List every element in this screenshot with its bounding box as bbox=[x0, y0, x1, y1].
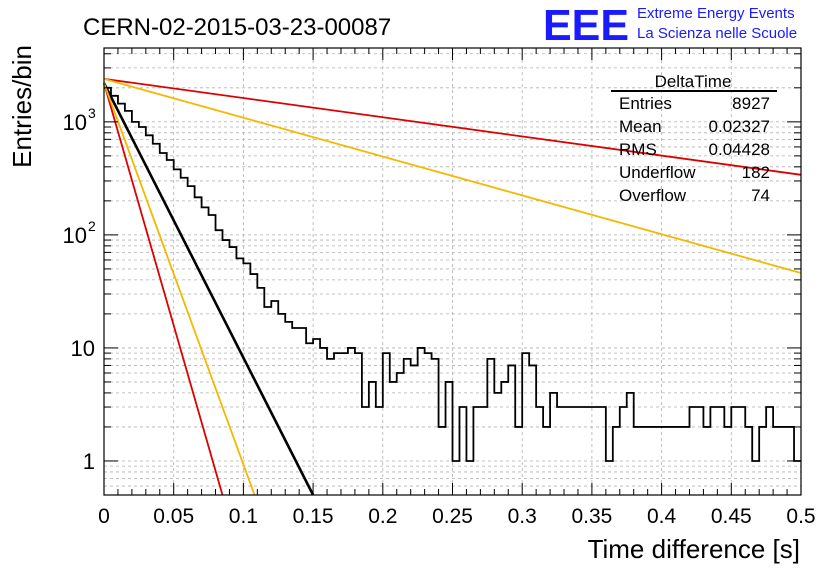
logo-line-2: La Scienza nelle Scuole bbox=[637, 25, 797, 42]
x-tick-label: 0 bbox=[98, 505, 110, 528]
stats-label: Entries bbox=[619, 94, 672, 113]
x-tick-label: 0.05 bbox=[153, 505, 194, 528]
x-tick-label: 0.1 bbox=[229, 505, 258, 528]
y-axis-label: Entries/bin bbox=[7, 45, 37, 168]
axis-ticks bbox=[103, 48, 802, 495]
fit-line-orange bbox=[103, 77, 802, 274]
stats-label: Overflow bbox=[619, 186, 687, 205]
x-axis-label: Time difference [s] bbox=[588, 534, 800, 564]
x-tick-label: 0.2 bbox=[368, 505, 397, 528]
stats-label: RMS bbox=[619, 140, 657, 159]
x-tick-label: 0.4 bbox=[647, 505, 677, 528]
eee-logo: EEE bbox=[543, 1, 629, 50]
stats-value: 182 bbox=[742, 163, 770, 182]
stats-label: Mean bbox=[619, 117, 662, 136]
y-tick-label: 10 bbox=[63, 110, 87, 135]
fit-line-red bbox=[103, 82, 224, 496]
logo-line-1: Extreme Energy Events bbox=[637, 5, 795, 22]
x-tick-label: 0.15 bbox=[293, 505, 334, 528]
x-tick-labels: 0 0.05 0.1 0.15 0.2 0.25 0.3 0.35 0.4 0.45 0.5 bbox=[98, 505, 815, 528]
stats-value: 0.04428 bbox=[709, 140, 770, 159]
stats-value: 74 bbox=[751, 186, 770, 205]
x-tick-label: 0.25 bbox=[432, 505, 473, 528]
fit-lines bbox=[102, 77, 802, 496]
fit-line-orange bbox=[103, 82, 256, 496]
y-tick-label: 1 bbox=[83, 449, 95, 474]
y-tick-label: 10 bbox=[71, 336, 95, 361]
y-tick-label: 10 bbox=[63, 223, 87, 248]
x-tick-label: 0.45 bbox=[711, 505, 752, 528]
y-tick-exponent: 3 bbox=[88, 105, 96, 121]
stats-value: 8927 bbox=[732, 94, 770, 113]
histogram-outline bbox=[104, 86, 801, 462]
stats-label: Underflow bbox=[619, 163, 696, 182]
fit-line-black bbox=[102, 82, 315, 496]
x-tick-label: 0.35 bbox=[571, 505, 612, 528]
fit-line-red bbox=[103, 77, 802, 176]
stats-title: DeltaTime bbox=[655, 72, 732, 91]
y-tick-exponent: 2 bbox=[88, 218, 96, 234]
run-title: CERN-02-2015-03-23-00087 bbox=[83, 14, 391, 41]
x-tick-label: 0.5 bbox=[786, 505, 815, 528]
x-tick-label: 0.3 bbox=[508, 505, 537, 528]
stats-value: 0.02327 bbox=[709, 117, 770, 136]
histogram-bars bbox=[104, 86, 801, 462]
stats-box: DeltaTime Entries 8927 Mean 0.02327 RMS … bbox=[611, 72, 777, 205]
